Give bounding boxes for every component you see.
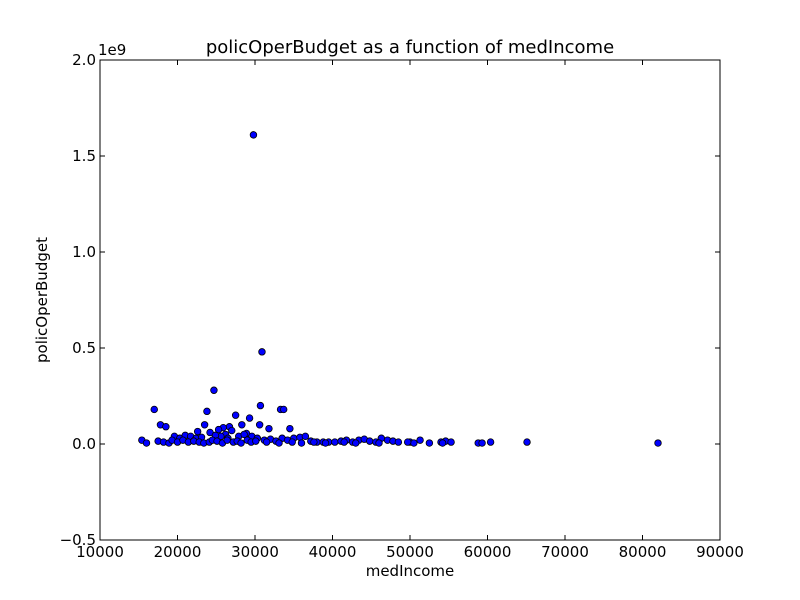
data-point xyxy=(245,414,254,422)
data-point xyxy=(297,439,306,447)
data-point xyxy=(478,439,486,447)
data-point xyxy=(275,439,283,447)
x-tick-label: 70000 xyxy=(541,543,589,561)
data-point xyxy=(249,131,258,139)
data-point xyxy=(256,401,265,410)
data-point xyxy=(150,405,158,414)
data-point xyxy=(214,425,223,434)
plot-frame xyxy=(99,59,721,541)
data-point xyxy=(193,427,202,436)
data-points xyxy=(138,131,662,447)
data-point xyxy=(162,423,170,431)
y-axis-label: policOperBudget xyxy=(33,237,51,363)
data-point xyxy=(410,439,418,447)
data-point xyxy=(210,386,218,394)
y-tick-label: 2.0 xyxy=(72,51,96,69)
x-axis-ticks: 10000 20000 30000 40000 50000 60000 70000 80000… xyxy=(76,60,744,561)
data-point xyxy=(654,439,662,447)
data-point xyxy=(288,438,296,446)
data-point xyxy=(486,438,495,446)
data-point xyxy=(403,438,412,446)
data-point xyxy=(255,421,264,429)
data-point xyxy=(321,439,330,447)
data-point xyxy=(523,438,531,446)
chart-title: policOperBudget as a function of medInco… xyxy=(206,37,614,58)
data-point xyxy=(200,421,209,429)
y-tick-label: 1.0 xyxy=(72,243,96,261)
data-point xyxy=(237,439,245,447)
y-offset-label: 1e9 xyxy=(98,41,126,59)
data-point xyxy=(223,436,231,444)
x-tick-label: 10000 xyxy=(76,543,124,561)
data-point xyxy=(447,438,455,446)
y-tick-label: −0.5 xyxy=(60,531,96,549)
data-point xyxy=(301,432,310,441)
data-point xyxy=(352,439,360,447)
data-point xyxy=(258,348,266,356)
x-tick-label: 40000 xyxy=(309,543,357,561)
x-tick-label: 80000 xyxy=(619,543,667,561)
data-point xyxy=(438,439,447,447)
x-tick-label: 30000 xyxy=(231,543,279,561)
x-axis-label: medIncome xyxy=(366,562,455,580)
y-tick-label: 0.0 xyxy=(72,435,96,453)
data-point xyxy=(240,430,248,439)
data-point xyxy=(252,437,260,445)
data-point xyxy=(279,405,288,414)
x-tick-label: 20000 xyxy=(154,543,202,561)
data-point xyxy=(394,438,403,446)
data-point xyxy=(228,426,236,435)
data-point xyxy=(310,438,318,446)
data-point xyxy=(265,424,273,433)
y-tick-label: 1.5 xyxy=(72,147,96,165)
data-point xyxy=(142,439,151,447)
data-point xyxy=(231,411,240,419)
x-tick-label: 50000 xyxy=(386,543,434,561)
x-tick-label: 90000 xyxy=(696,543,744,561)
data-point xyxy=(203,407,211,416)
data-point xyxy=(366,437,374,445)
data-point xyxy=(238,421,246,429)
data-point xyxy=(416,436,424,444)
data-point xyxy=(331,438,339,446)
data-point xyxy=(262,438,271,446)
data-point xyxy=(340,438,348,446)
y-tick-label: 0.5 xyxy=(72,339,96,357)
y-axis-ticks: −0.5 0.0 0.5 1.0 1.5 2.0 xyxy=(60,51,720,549)
data-point xyxy=(286,424,294,433)
data-point xyxy=(375,439,383,447)
x-tick-label: 60000 xyxy=(464,543,512,561)
data-point xyxy=(425,439,434,447)
